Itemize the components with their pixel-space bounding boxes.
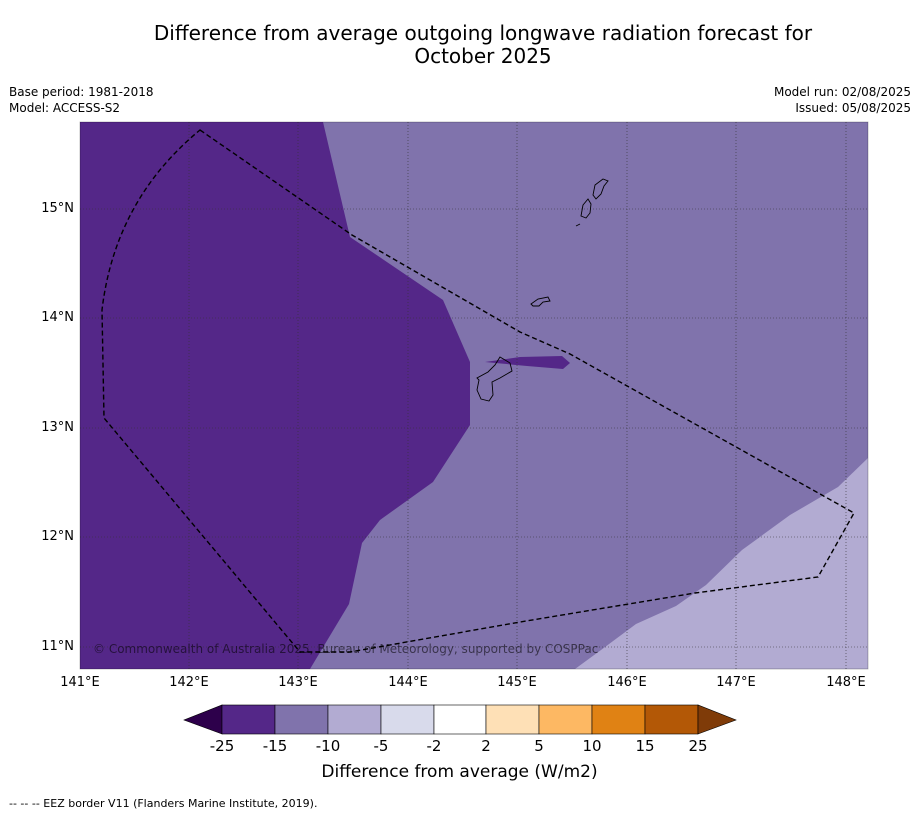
lon-label-143e: 143°E — [278, 675, 318, 690]
map-canvas: © Commonwealth of Australia 2025, Bureau… — [80, 122, 868, 669]
tinian-island — [580, 198, 592, 219]
guam-island — [476, 356, 513, 402]
colorbar-min-extension — [183, 704, 223, 735]
lat-label-11n: 11°N — [41, 639, 74, 654]
colorbar — [183, 704, 737, 735]
lon-label-148e: 148°E — [826, 675, 866, 690]
issued-date: Issued: 05/08/2025 — [795, 101, 911, 115]
anomaly-patch-guam — [485, 356, 570, 369]
colorbar-tick: 2 — [481, 737, 491, 755]
saipan-island — [592, 178, 609, 200]
lat-label-12n: 12°N — [41, 529, 74, 544]
colorbar-bin-5 — [433, 704, 487, 735]
islands — [476, 178, 609, 402]
model-run: Model run: 02/08/2025 — [773, 85, 911, 99]
colorbar-tick: 5 — [534, 737, 544, 755]
colorbar-bin-3 — [327, 704, 382, 735]
map-title-line1: Difference from average outgoing longwav… — [153, 21, 813, 45]
colorbar-tick: -5 — [373, 737, 389, 755]
rota-island — [530, 296, 551, 307]
colorbar-tick: -25 — [209, 737, 235, 755]
colorbar-bin-2 — [274, 704, 329, 735]
eez-footnote: -- -- -- EEZ border V11 (Flanders Marine… — [9, 797, 318, 810]
lat-label-15n: 15°N — [41, 201, 74, 216]
lon-label-141e: 141°E — [60, 675, 100, 690]
lat-label-14n: 14°N — [41, 310, 74, 325]
map-title: Difference from average outgoing longwav… — [60, 22, 906, 68]
colorbar-bin-9 — [644, 704, 699, 735]
colorbar-max-extension — [697, 704, 737, 735]
colorbar-bin-1 — [221, 704, 276, 735]
meta-left: Base period: 1981-2018 Model: ACCESS-S2 — [9, 84, 154, 116]
colorbar-bin-4 — [380, 704, 435, 735]
colorbar-bin-8 — [591, 704, 646, 735]
colorbar-bin-6 — [485, 704, 540, 735]
anomaly-region-dark — [80, 122, 470, 669]
base-period: Base period: 1981-2018 — [9, 85, 154, 99]
colorbar-tick: 10 — [582, 737, 602, 755]
lon-label-142e: 142°E — [169, 675, 209, 690]
lon-label-145e: 145°E — [497, 675, 537, 690]
map-title-line2: October 2025 — [414, 44, 552, 68]
copyright-text: © Commonwealth of Australia 2025, Bureau… — [93, 642, 598, 656]
colorbar-bin-7 — [538, 704, 593, 735]
gridlines — [80, 122, 868, 669]
meta-right: Model run: 02/08/2025 Issued: 05/08/2025 — [774, 84, 911, 116]
model-name: Model: ACCESS-S2 — [9, 101, 121, 115]
lon-label-147e: 147°E — [716, 675, 756, 690]
anomaly-region-light — [575, 458, 868, 669]
colorbar-label: Difference from average (W/m2) — [321, 762, 598, 782]
colorbar-tick: 25 — [688, 737, 708, 755]
lon-label-144e: 144°E — [388, 675, 428, 690]
colorbar-tick: -2 — [426, 737, 442, 755]
lon-label-146e: 146°E — [607, 675, 647, 690]
colorbar-tick: -15 — [262, 737, 288, 755]
lat-label-13n: 13°N — [41, 420, 74, 435]
aguijan-island — [575, 223, 581, 227]
map-frame — [79, 121, 869, 670]
colorbar-tick: -10 — [315, 737, 341, 755]
colorbar-tick: 15 — [635, 737, 655, 755]
